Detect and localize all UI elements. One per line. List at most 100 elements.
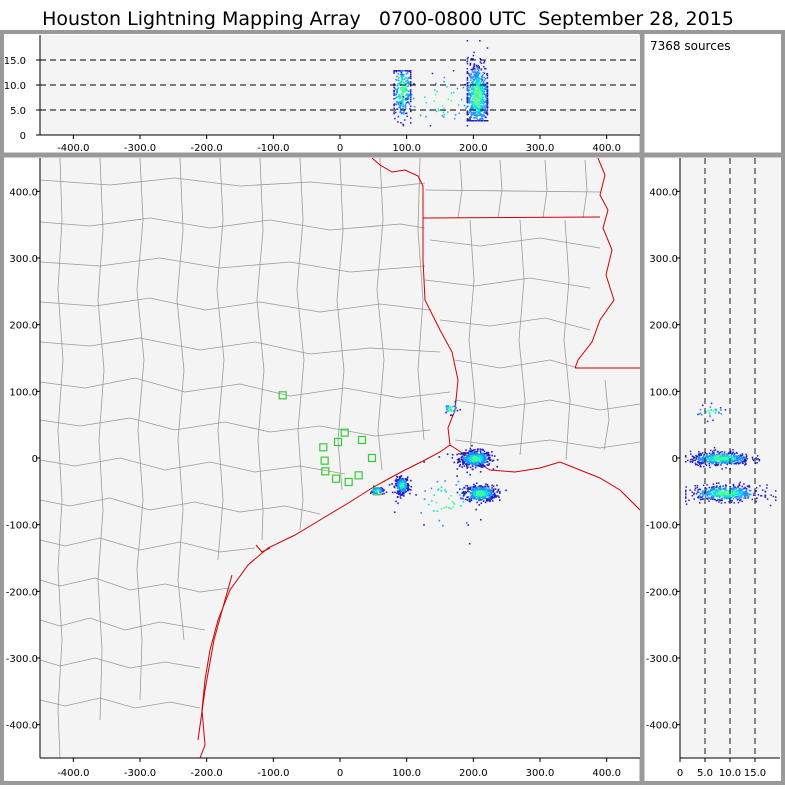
lightning-source bbox=[476, 76, 479, 78]
lightning-source bbox=[480, 455, 483, 458]
lightning-source bbox=[471, 496, 474, 498]
lightning-source bbox=[481, 96, 484, 99]
lightning-source bbox=[482, 459, 485, 462]
lightning-source bbox=[718, 458, 720, 461]
lightning-source bbox=[706, 494, 708, 497]
lightning-source bbox=[393, 111, 395, 113]
lightning-source bbox=[711, 456, 714, 459]
lightning-source bbox=[473, 102, 476, 105]
lightning-source bbox=[483, 489, 485, 492]
lightning-source bbox=[486, 112, 489, 115]
lightning-source bbox=[691, 458, 693, 461]
lightning-source bbox=[723, 457, 725, 460]
lightning-source bbox=[472, 66, 475, 69]
lightning-source bbox=[400, 100, 403, 102]
lightning-source bbox=[757, 494, 760, 496]
lightning-source bbox=[394, 491, 396, 494]
lightning-source bbox=[467, 463, 470, 466]
lightning-source bbox=[485, 120, 487, 122]
lightning-source bbox=[457, 104, 460, 106]
lightning-source bbox=[717, 454, 719, 456]
x-tick-label: 0 bbox=[337, 768, 343, 779]
lightning-source bbox=[696, 486, 699, 489]
lightning-source bbox=[480, 502, 483, 504]
lightning-source bbox=[482, 110, 484, 112]
lightning-source bbox=[491, 454, 493, 457]
lightning-source bbox=[466, 488, 469, 490]
lightning-source bbox=[485, 452, 487, 455]
lightning-source bbox=[435, 501, 438, 504]
lightning-source bbox=[412, 97, 415, 100]
lightning-source bbox=[731, 494, 733, 496]
lightning-source bbox=[380, 489, 382, 492]
lightning-source bbox=[727, 459, 730, 462]
lightning-source bbox=[484, 101, 487, 103]
lightning-source bbox=[486, 103, 489, 106]
lightning-source bbox=[494, 488, 497, 490]
lightning-source bbox=[737, 486, 739, 488]
lightning-source bbox=[477, 498, 480, 501]
lightning-source bbox=[471, 455, 474, 457]
lightning-source bbox=[476, 493, 479, 495]
lightning-source bbox=[471, 120, 473, 122]
lightning-source bbox=[479, 497, 481, 500]
lightning-source bbox=[473, 497, 476, 500]
lightning-source bbox=[455, 407, 458, 409]
y-tick-label: -400.0 bbox=[6, 721, 38, 732]
lightning-source bbox=[471, 77, 473, 80]
lightning-source bbox=[707, 456, 709, 458]
lightning-source bbox=[722, 460, 724, 462]
lightning-source bbox=[721, 493, 723, 495]
lightning-source bbox=[478, 66, 480, 69]
lightning-source bbox=[716, 482, 718, 484]
lightning-source bbox=[397, 493, 400, 495]
lightning-source bbox=[473, 76, 475, 78]
lightning-source bbox=[712, 459, 715, 462]
lightning-source bbox=[477, 91, 480, 93]
lightning-source bbox=[706, 453, 708, 455]
lightning-source bbox=[393, 84, 395, 87]
lightning-source bbox=[486, 74, 489, 77]
lightning-source bbox=[475, 120, 477, 122]
lightning-source bbox=[471, 93, 474, 95]
lightning-source bbox=[709, 493, 712, 495]
lightning-source bbox=[685, 497, 687, 499]
lightning-source bbox=[704, 463, 707, 465]
lightning-source bbox=[714, 412, 717, 414]
lightning-source bbox=[476, 90, 478, 93]
lightning-source bbox=[443, 507, 446, 509]
lightning-source bbox=[467, 56, 469, 59]
lightning-source bbox=[406, 79, 409, 81]
lightning-source bbox=[477, 493, 480, 496]
lightning-source bbox=[395, 78, 397, 81]
lightning-source bbox=[735, 490, 737, 493]
lightning-source bbox=[466, 93, 469, 95]
lightning-source bbox=[381, 487, 384, 490]
lightning-source bbox=[467, 90, 469, 92]
lightning-source bbox=[402, 103, 404, 106]
lightning-source bbox=[456, 453, 458, 456]
lightning-source bbox=[375, 490, 378, 492]
lightning-source bbox=[400, 88, 402, 91]
lightning-source bbox=[737, 454, 740, 457]
lightning-source bbox=[480, 466, 482, 468]
lightning-source bbox=[727, 492, 729, 495]
lightning-source bbox=[497, 488, 500, 491]
lightning-source bbox=[738, 484, 741, 487]
lightning-source bbox=[450, 508, 452, 510]
lightning-source bbox=[479, 105, 481, 107]
lightning-source bbox=[716, 489, 718, 491]
lightning-source bbox=[703, 465, 705, 468]
y-tick-label: -200.0 bbox=[6, 587, 38, 598]
lightning-source bbox=[405, 98, 407, 100]
lightning-source bbox=[469, 87, 471, 89]
lightning-source bbox=[465, 521, 468, 524]
lightning-source bbox=[450, 92, 453, 94]
lightning-source bbox=[699, 488, 702, 491]
lightning-source bbox=[469, 116, 471, 119]
lightning-source bbox=[714, 459, 717, 461]
lightning-source bbox=[725, 467, 727, 469]
lightning-source bbox=[736, 493, 738, 496]
lightning-source bbox=[711, 495, 714, 498]
lightning-source bbox=[716, 456, 719, 459]
